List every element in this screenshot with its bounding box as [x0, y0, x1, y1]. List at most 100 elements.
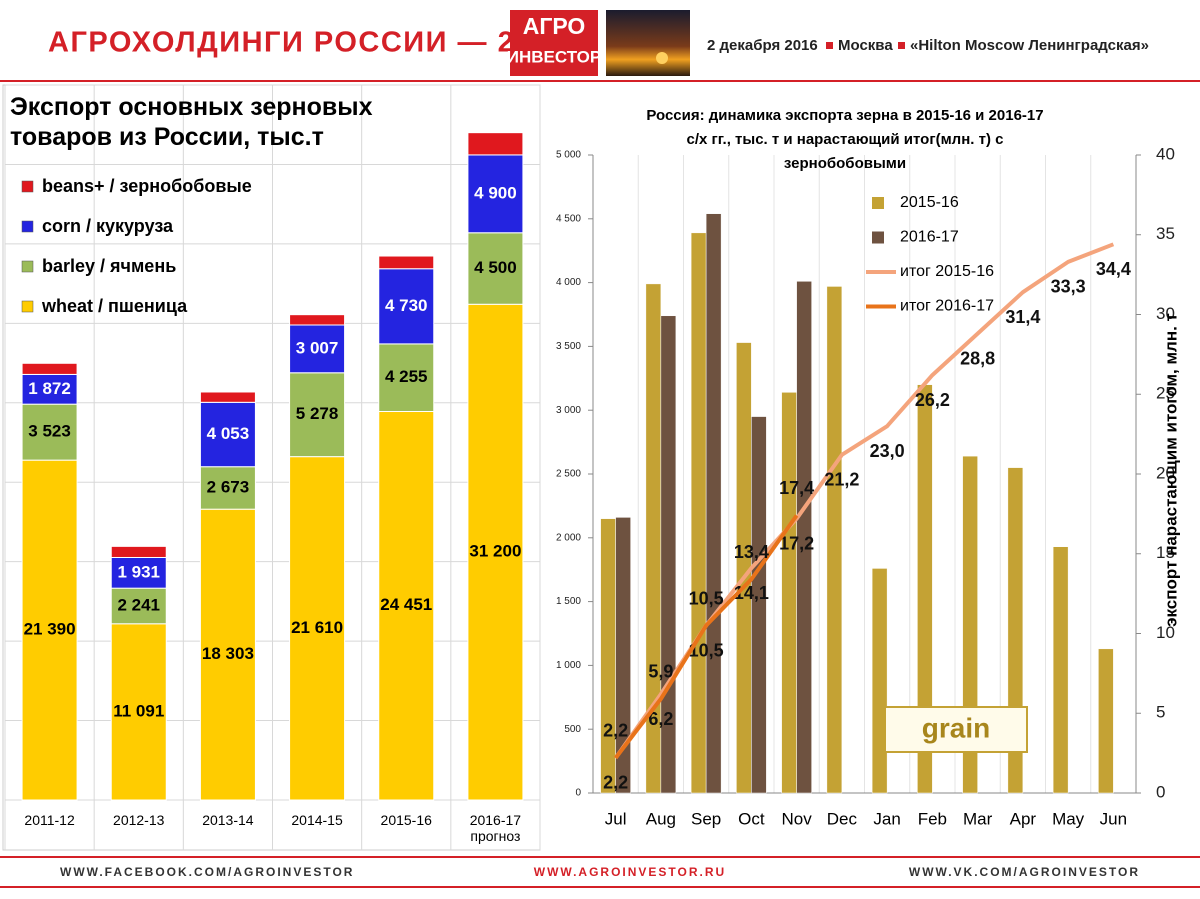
x-tick-label: 2011-12	[24, 812, 75, 828]
bar-segment	[21, 459, 78, 801]
bar-segment	[199, 466, 256, 510]
y-tick-label: 1 000	[556, 660, 581, 671]
x-tick-label: Apr	[1010, 809, 1037, 828]
bar	[871, 568, 888, 794]
bar	[1052, 546, 1069, 794]
x-tick-label: Jun	[1100, 809, 1127, 828]
y-tick-label: 3 000	[556, 405, 581, 416]
bar-segment	[289, 456, 346, 801]
footer-link: WWW.AGROINVESTOR.RU	[534, 865, 726, 879]
data-label: 4 255	[385, 367, 428, 386]
x-tick-label: 2015-16	[380, 812, 432, 828]
data-label: 31 200	[469, 542, 521, 561]
bar-segment	[199, 508, 256, 801]
y-tick-label: 2 500	[556, 469, 581, 480]
bar	[615, 517, 631, 794]
data-label: 4 730	[385, 296, 428, 315]
data-label: 24 451	[380, 595, 432, 614]
bar	[600, 518, 616, 794]
data-label: 4 500	[474, 258, 517, 277]
legend-swatch	[21, 180, 34, 193]
data-label: 2,2	[603, 773, 628, 793]
y-tick-label: 500	[564, 724, 581, 735]
legend-swatch	[21, 300, 34, 313]
logo-box	[510, 10, 598, 76]
legend-swatch	[872, 231, 884, 244]
bar-segment	[378, 343, 435, 413]
legend-label: beans+ / зернобобовые	[42, 176, 252, 196]
data-label: 21,2	[824, 470, 859, 490]
bar-segment	[199, 401, 256, 468]
legend-label: 2015-16	[900, 194, 959, 211]
bar-segment	[289, 324, 346, 374]
legend-label: итог 2015-16	[900, 263, 994, 280]
x-tick-label: Jan	[873, 809, 900, 828]
y2-tick-label: 10	[1156, 623, 1175, 642]
x-tick-label: 2013-14	[202, 812, 254, 828]
chart-title: Экспорт основных зерновых товаров из Рос…	[10, 93, 373, 151]
data-label: 2 673	[207, 477, 250, 496]
header-photo	[606, 10, 690, 76]
bar-segment	[467, 232, 524, 305]
data-label: 4 053	[207, 424, 250, 443]
data-label: 2,2	[603, 721, 628, 741]
bar	[751, 416, 767, 794]
data-label: 17,4	[779, 478, 814, 498]
y-tick-label: 3 500	[556, 341, 581, 352]
x-tick-label: Aug	[646, 809, 676, 828]
data-label: 21 390	[24, 620, 76, 639]
legend-label: barley / ячмень	[42, 256, 176, 276]
y2-tick-label: 35	[1156, 224, 1175, 243]
x-tick-label: Jul	[605, 809, 627, 828]
x-tick-label: May	[1052, 809, 1085, 828]
bar	[705, 213, 722, 794]
y2-axis-title: экспорт нарастающим итогом, млн. т	[1161, 313, 1180, 627]
bar-segment	[110, 623, 167, 801]
data-label: 4 900	[474, 183, 517, 202]
y-tick-label: 0	[575, 788, 581, 799]
bar	[690, 232, 707, 794]
bar-segment	[467, 303, 524, 801]
x-tick-label: 2016-17 прогноз	[469, 812, 522, 844]
bullet	[898, 42, 905, 49]
bar-segment	[467, 154, 524, 234]
y2-tick-label: 0	[1156, 782, 1165, 801]
footer-link: WWW.FACEBOOK.COM/AGROINVESTOR	[60, 865, 354, 879]
data-label: 18 303	[202, 644, 254, 663]
legend-label: wheat / пшеница	[41, 296, 188, 316]
header-venue: «Hilton Moscow Ленинградская»	[910, 37, 1149, 54]
header-city: Москва	[838, 37, 893, 54]
data-label: 23,0	[870, 441, 905, 461]
data-label: 2 241	[117, 595, 160, 614]
data-label: 21 610	[291, 618, 343, 637]
logo-top: АГРО	[523, 13, 586, 39]
data-label: 28,8	[960, 348, 995, 368]
chart-frame	[2, 84, 541, 851]
y2-tick-label: 30	[1156, 304, 1175, 323]
data-label: 1 872	[28, 379, 71, 398]
bar-segment	[378, 411, 435, 801]
x-tick-label: Dec	[827, 809, 858, 828]
y2-tick-label: 25	[1156, 384, 1175, 403]
bar-segment	[21, 362, 78, 375]
bar-segment	[289, 314, 346, 326]
legend-swatch	[872, 197, 884, 209]
y-tick-label: 5 000	[556, 150, 581, 161]
data-label: 13,4	[734, 542, 769, 562]
y-tick-label: 4 000	[556, 277, 581, 288]
y2-tick-label: 15	[1156, 543, 1175, 562]
data-label: 10,5	[689, 588, 724, 608]
footer-link: WWW.VK.COM/AGROINVESTOR	[909, 865, 1140, 879]
header-sun	[656, 52, 668, 64]
data-label: 26,2	[915, 390, 950, 410]
data-label: 17,2	[779, 533, 814, 553]
line	[614, 514, 799, 760]
x-tick-label: 2012-13	[113, 812, 165, 828]
data-label: 1 931	[117, 562, 160, 581]
chart-title: Россия: динамика экспорта зерна в 2015-1…	[646, 107, 1044, 172]
legend-swatch	[21, 220, 34, 233]
data-label: 34,4	[1096, 259, 1131, 279]
bar-segment	[289, 372, 346, 458]
data-label: 31,4	[1005, 307, 1040, 327]
